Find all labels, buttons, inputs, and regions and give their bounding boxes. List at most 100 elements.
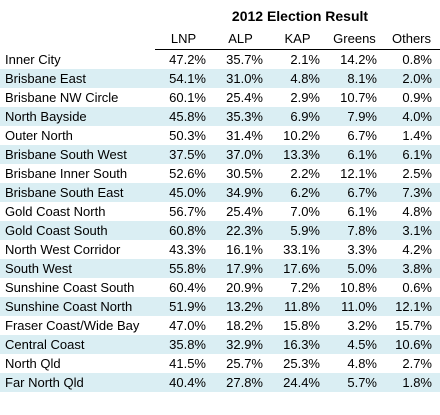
column-header-kap: KAP	[269, 28, 326, 50]
cell-kap: 16.3%	[269, 335, 326, 354]
cell-others: 6.1%	[383, 145, 440, 164]
region-name: Sunshine Coast South	[0, 278, 155, 297]
cell-greens: 6.1%	[326, 145, 383, 164]
table-row: Brisbane South East 45.0% 34.9% 6.2% 6.7% 7.3…	[0, 183, 440, 202]
table-row: Sunshine Coast North 51.9% 13.2% 11.8% 11.0%…	[0, 297, 440, 316]
cell-kap: 4.8%	[269, 69, 326, 88]
table-row: Brisbane NW Circle 60.1% 25.4% 2.9% 10.7% 0.9…	[0, 88, 440, 107]
region-name: Brisbane South West	[0, 145, 155, 164]
cell-greens: 3.3%	[326, 240, 383, 259]
region-name: Outer North	[0, 126, 155, 145]
cell-kap: 6.2%	[269, 183, 326, 202]
cell-greens: 6.7%	[326, 126, 383, 145]
cell-others: 0.6%	[383, 278, 440, 297]
table-row: Sunshine Coast South 60.4% 20.9% 7.2% 10.8% 0…	[0, 278, 440, 297]
cell-greens: 5.0%	[326, 259, 383, 278]
cell-alp: 17.9%	[212, 259, 269, 278]
table-title: 2012 Election Result	[231, 8, 369, 24]
cell-lnp: 37.5%	[155, 145, 212, 164]
title-row: 2012 Election Result	[0, 0, 440, 28]
cell-kap: 5.9%	[269, 221, 326, 240]
cell-lnp: 43.3%	[155, 240, 212, 259]
cell-others: 7.3%	[383, 183, 440, 202]
cell-lnp: 60.4%	[155, 278, 212, 297]
cell-others: 10.6%	[383, 335, 440, 354]
cell-others: 2.0%	[383, 69, 440, 88]
cell-others: 1.4%	[383, 126, 440, 145]
table-row: Gold Coast South 60.8% 22.3% 5.9% 7.8% 3.1%	[0, 221, 440, 240]
column-header-alp: ALP	[212, 28, 269, 50]
region-name: Brisbane Inner South	[0, 164, 155, 183]
column-header-others: Others	[383, 28, 440, 50]
cell-alp: 31.4%	[212, 126, 269, 145]
cell-lnp: 60.8%	[155, 221, 212, 240]
table-row: North West Corridor 43.3% 16.1% 33.1% 3.3% 4.…	[0, 240, 440, 259]
cell-alp: 25.7%	[212, 354, 269, 373]
cell-greens: 10.8%	[326, 278, 383, 297]
cell-others: 0.9%	[383, 88, 440, 107]
cell-kap: 7.0%	[269, 202, 326, 221]
region-name: Gold Coast South	[0, 221, 155, 240]
cell-alp: 16.1%	[212, 240, 269, 259]
cell-kap: 25.3%	[269, 354, 326, 373]
table-row: Outer North 50.3% 31.4% 10.2% 6.7% 1.4%	[0, 126, 440, 145]
cell-lnp: 54.1%	[155, 69, 212, 88]
cell-alp: 25.4%	[212, 88, 269, 107]
cell-kap: 10.2%	[269, 126, 326, 145]
cell-greens: 6.1%	[326, 202, 383, 221]
cell-greens: 12.1%	[326, 164, 383, 183]
cell-others: 4.0%	[383, 107, 440, 126]
region-name: Inner City	[0, 49, 155, 69]
table-row: Brisbane Inner South 52.6% 30.5% 2.2% 12.1% 2…	[0, 164, 440, 183]
cell-kap: 11.8%	[269, 297, 326, 316]
cell-kap: 13.3%	[269, 145, 326, 164]
table-row: Far North Qld 40.4% 27.8% 24.4% 5.7% 1.8%	[0, 373, 440, 392]
cell-others: 0.8%	[383, 49, 440, 69]
cell-greens: 10.7%	[326, 88, 383, 107]
region-name: Fraser Coast/Wide Bay	[0, 316, 155, 335]
cell-alp: 13.2%	[212, 297, 269, 316]
cell-alp: 20.9%	[212, 278, 269, 297]
cell-greens: 14.2%	[326, 49, 383, 69]
results-table: LNP ALP KAP Greens Others Inner City 47.2…	[0, 28, 440, 392]
region-name: Brisbane South East	[0, 183, 155, 202]
region-name: Sunshine Coast North	[0, 297, 155, 316]
column-header-greens: Greens	[326, 28, 383, 50]
cell-kap: 24.4%	[269, 373, 326, 392]
cell-alp: 35.3%	[212, 107, 269, 126]
region-name: Gold Coast North	[0, 202, 155, 221]
cell-lnp: 35.8%	[155, 335, 212, 354]
region-name: Brisbane East	[0, 69, 155, 88]
cell-kap: 2.2%	[269, 164, 326, 183]
cell-alp: 37.0%	[212, 145, 269, 164]
table-row: Central Coast 35.8% 32.9% 16.3% 4.5% 10.6%	[0, 335, 440, 354]
region-name: South West	[0, 259, 155, 278]
cell-lnp: 47.2%	[155, 49, 212, 69]
cell-others: 2.5%	[383, 164, 440, 183]
cell-greens: 11.0%	[326, 297, 383, 316]
cell-others: 4.2%	[383, 240, 440, 259]
cell-others: 3.1%	[383, 221, 440, 240]
table-body: Inner City 47.2% 35.7% 2.1% 14.2% 0.8% Brisban…	[0, 49, 440, 392]
cell-kap: 7.2%	[269, 278, 326, 297]
cell-greens: 6.7%	[326, 183, 383, 202]
cell-lnp: 52.6%	[155, 164, 212, 183]
cell-alp: 25.4%	[212, 202, 269, 221]
cell-kap: 17.6%	[269, 259, 326, 278]
cell-kap: 6.9%	[269, 107, 326, 126]
cell-others: 12.1%	[383, 297, 440, 316]
region-name: North West Corridor	[0, 240, 155, 259]
table-row: Brisbane East 54.1% 31.0% 4.8% 8.1% 2.0%	[0, 69, 440, 88]
header-row: LNP ALP KAP Greens Others	[0, 28, 440, 50]
cell-kap: 33.1%	[269, 240, 326, 259]
cell-others: 4.8%	[383, 202, 440, 221]
cell-greens: 5.7%	[326, 373, 383, 392]
cell-lnp: 41.5%	[155, 354, 212, 373]
cell-lnp: 45.0%	[155, 183, 212, 202]
cell-kap: 2.9%	[269, 88, 326, 107]
cell-greens: 4.5%	[326, 335, 383, 354]
cell-alp: 31.0%	[212, 69, 269, 88]
region-header	[0, 28, 155, 50]
cell-others: 2.7%	[383, 354, 440, 373]
